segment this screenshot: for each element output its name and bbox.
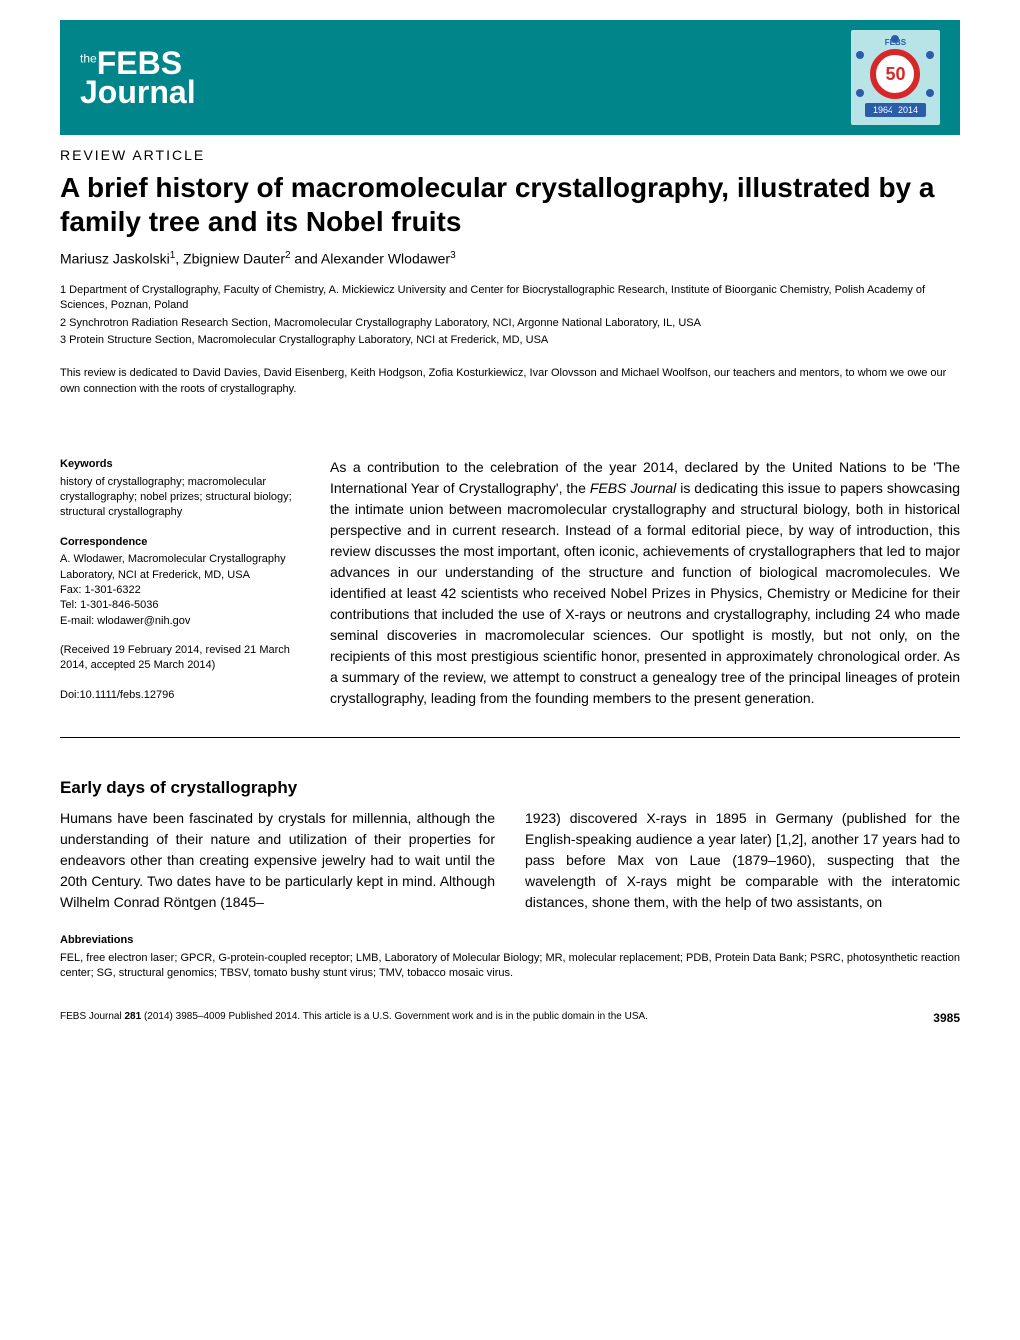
article-type: REVIEW ARTICLE (60, 147, 960, 163)
page-number: 3985 (933, 1011, 960, 1025)
correspondence-name: A. Wlodawer, Macromolecular Crystallogra… (60, 552, 300, 583)
journal-logo: theFEBS Journal (80, 49, 196, 107)
abbreviations-block: Abbreviations FEL, free electron laser; … (60, 933, 960, 981)
correspondence-fax: Fax: 1-301-6322 (60, 583, 300, 598)
body-col-left: Humans have been fascinated by crystals … (60, 808, 495, 913)
abbreviations-text: FEL, free electron laser; GPCR, G-protei… (60, 951, 960, 982)
correspondence-tel: Tel: 1-301-846-5036 (60, 598, 300, 613)
abstract-text: As a contribution to the celebration of … (330, 457, 960, 717)
article-title: A brief history of macromolecular crysta… (60, 171, 960, 238)
dedication: This review is dedicated to David Davies… (60, 366, 960, 397)
meta-column: Keywords history of crystallography; mac… (60, 457, 300, 717)
section-heading: Early days of crystallography (60, 778, 960, 798)
page-footer: FEBS Journal 281 (2014) 3985–4009 Publis… (60, 1011, 960, 1025)
dates-block: (Received 19 February 2014, revised 21 M… (60, 643, 300, 674)
keywords-heading: Keywords (60, 457, 300, 472)
affiliations: 1 Department of Crystallography, Faculty… (60, 283, 960, 349)
badge-circle: 50 (870, 49, 920, 99)
body-columns: Humans have been fascinated by crystals … (60, 808, 960, 913)
correspondence-block: Correspondence A. Wlodawer, Macromolecul… (60, 535, 300, 629)
body-col-right: 1923) discovered X-rays in 1895 in Germa… (525, 808, 960, 913)
meta-abstract-row: Keywords history of crystallography; mac… (60, 457, 960, 738)
correspondence-heading: Correspondence (60, 535, 300, 550)
received-text: (Received 19 February 2014, revised 21 M… (60, 643, 300, 674)
authors: Mariusz Jaskolski1, Zbigniew Dauter2 and… (60, 250, 960, 267)
logo-prefix: the (80, 51, 97, 65)
logo-sub: Journal (80, 74, 196, 110)
footer-citation: FEBS Journal 281 (2014) 3985–4009 Publis… (60, 1011, 648, 1025)
journal-header: theFEBS Journal FEBS 50 1964–2014 (60, 20, 960, 135)
correspondence-email: E-mail: wlodawer@nih.gov (60, 614, 300, 629)
keywords-block: Keywords history of crystallography; mac… (60, 457, 300, 521)
affiliation-1: 1 Department of Crystallography, Faculty… (60, 283, 960, 314)
affiliation-2: 2 Synchrotron Radiation Research Section… (60, 316, 960, 331)
doi-text: Doi:10.1111/febs.12796 (60, 688, 300, 703)
affiliation-3: 3 Protein Structure Section, Macromolecu… (60, 333, 960, 348)
abbreviations-heading: Abbreviations (60, 933, 960, 948)
doi-block: Doi:10.1111/febs.12796 (60, 688, 300, 703)
keywords-text: history of crystallography; macromolecul… (60, 475, 300, 521)
anniversary-badge: FEBS 50 1964–2014 (851, 30, 940, 125)
